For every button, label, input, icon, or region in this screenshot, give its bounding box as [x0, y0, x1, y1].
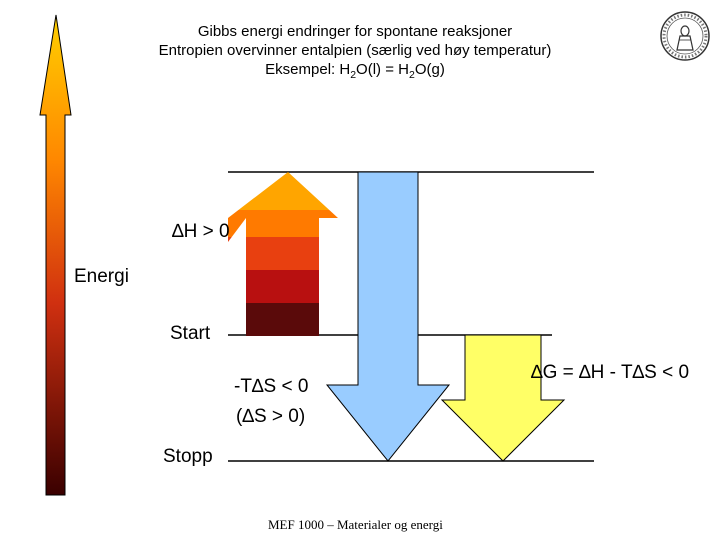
energy-axis-label: Energi [74, 266, 129, 287]
stop-label: Stopp [163, 446, 213, 467]
footer-text: MEF 1000 – Materialer og energi [268, 517, 443, 532]
delta-h-label: ∆H > 0 [172, 221, 230, 242]
title-line-3-mid: O(l) = H [356, 61, 409, 78]
title-line-3-sub-1: 2 [350, 69, 357, 81]
university-seal-logo [660, 11, 710, 61]
enthalpy-band-1 [228, 172, 338, 210]
title-line-3: Eksempel: H2O(l) = H2O(g) [120, 60, 590, 85]
delta-g-label: ∆G = ∆H - T∆S < 0 [531, 362, 690, 383]
title-line-2: Entropien overvinner entalpien (særlig v… [158, 42, 552, 59]
enthalpy-band-2 [228, 210, 338, 237]
enthalpy-band-4 [228, 270, 338, 303]
title-line-1: Gibbs energi endringer for spontane reak… [197, 23, 513, 40]
start-label: Start [170, 323, 211, 344]
gibbs-arrow [440, 334, 566, 462]
delta-s-positive-label: (∆S > 0) [236, 406, 306, 427]
minus-t-delta-s-label: -T∆S < 0 [234, 376, 309, 397]
enthalpy-band-5 [228, 303, 338, 336]
enthalpy-arrow [228, 172, 338, 336]
energy-axis-arrow [39, 14, 72, 496]
title-line-3-sub-2: 2 [408, 69, 415, 81]
entropy-arrow [325, 171, 451, 462]
enthalpy-band-3 [228, 237, 338, 270]
title-line-3-suffix: O(g) [414, 61, 445, 78]
title-line-3-prefix: Eksempel: H [265, 61, 351, 78]
